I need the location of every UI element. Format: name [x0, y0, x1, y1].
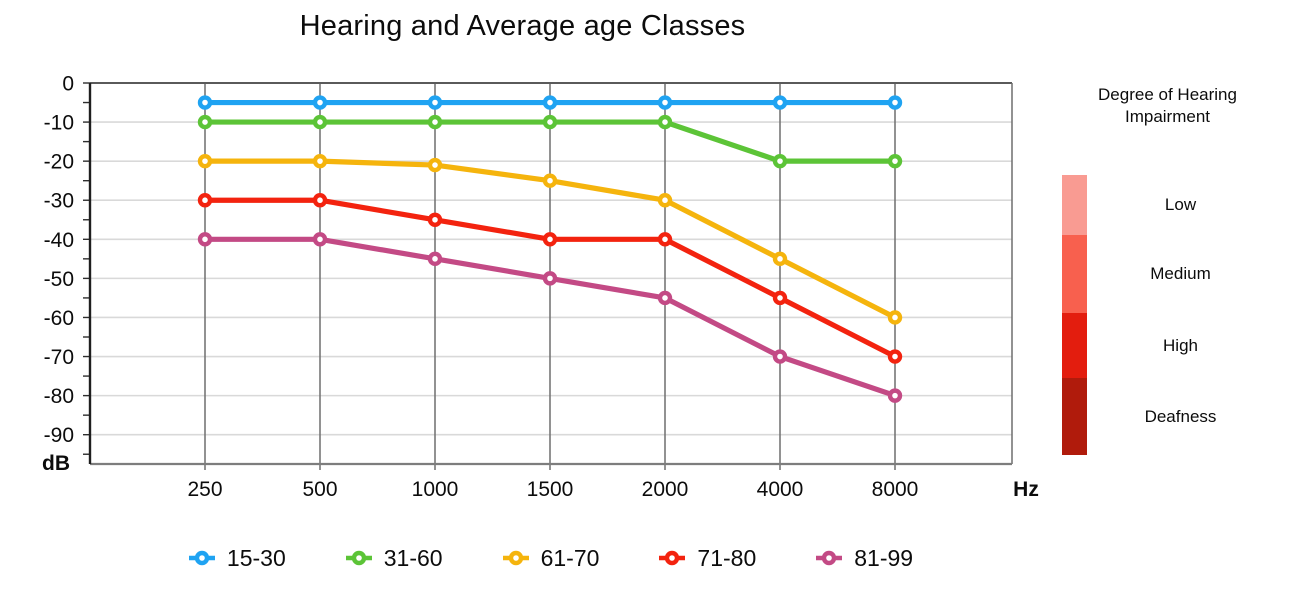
data-point [657, 114, 673, 130]
x-axis-unit: Hz [1013, 478, 1039, 501]
data-point [542, 232, 558, 247]
data-point [542, 173, 558, 188]
legend-label: 71-80 [697, 544, 757, 571]
data-point [427, 157, 443, 173]
legend-label: 15-30 [226, 544, 286, 571]
data-point [887, 349, 903, 364]
impairment-label: High [1163, 335, 1198, 355]
series-15-30 [197, 95, 903, 110]
impairment-swatch-medium [1062, 235, 1087, 313]
data-point [197, 153, 213, 169]
data-point [197, 232, 213, 247]
line-marker-icon [659, 550, 686, 566]
x-tick-label: 1500 [527, 478, 574, 501]
data-point [887, 153, 903, 169]
y-tick-label: -30 [44, 190, 74, 213]
impairment-title-line1: Degree of Hearing [1098, 85, 1237, 104]
line-marker-icon [188, 550, 215, 566]
data-point [657, 193, 673, 208]
impairment-row-high: High [1062, 313, 1274, 378]
data-point [772, 251, 788, 267]
impairment-label: Medium [1150, 264, 1211, 283]
data-point [197, 193, 213, 208]
impairment-swatch-deafness [1062, 378, 1087, 455]
legend-item-31-60: 31-60 [345, 544, 443, 572]
line-marker-icon [345, 550, 372, 566]
y-tick-label: -40 [44, 229, 74, 252]
legend-label: 61-70 [540, 544, 600, 571]
impairment-row-low: Low [1062, 175, 1274, 235]
line-marker-icon [502, 550, 529, 566]
data-point [657, 95, 673, 110]
data-point [542, 114, 558, 130]
data-point [542, 271, 558, 286]
x-tick-label: 500 [302, 478, 337, 501]
series-71-80 [197, 193, 903, 364]
data-point [772, 153, 788, 169]
data-point [312, 232, 328, 247]
age-class-legend: 15-30 31-60 61-70 71-80 81-99 [90, 538, 1012, 578]
x-tick-label: 250 [187, 478, 222, 501]
data-point [427, 212, 443, 227]
data-point [887, 388, 903, 403]
legend-item-71-80: 71-80 [659, 545, 756, 572]
data-point [542, 95, 558, 110]
series-61-70 [197, 153, 903, 325]
data-point [197, 114, 213, 130]
chart-title: Hearing and Average age Classes [299, 10, 746, 42]
y-tick-label: -60 [44, 307, 74, 330]
data-point [312, 95, 328, 110]
impairment-row-deafness: Deafness [1062, 378, 1274, 455]
data-point [312, 114, 328, 130]
x-tick-label: 2000 [642, 478, 689, 501]
y-tick-label: -50 [44, 268, 74, 291]
x-tick-label: 8000 [872, 478, 919, 501]
impairment-swatch-low [1062, 175, 1087, 235]
data-point [427, 114, 443, 130]
impairment-label: Deafness [1144, 406, 1217, 426]
y-tick-label: -10 [44, 112, 74, 135]
y-tick-label: -90 [44, 424, 74, 447]
legend-label: 31-60 [383, 544, 443, 571]
data-point [427, 251, 443, 267]
data-point [772, 95, 788, 110]
y-tick-label: -80 [44, 385, 74, 408]
series-31-60 [197, 114, 903, 169]
legend-item-61-70: 61-70 [502, 544, 600, 572]
data-point [772, 349, 788, 364]
line-marker-icon [816, 550, 843, 566]
impairment-swatch-high [1062, 313, 1087, 378]
data-point [197, 95, 213, 110]
impairment-label: Low [1164, 195, 1197, 214]
data-point [887, 95, 903, 110]
impairment-legend: Degree of Hearing Impairment Low Medium … [1045, 0, 1290, 614]
legend-item-15-30: 15-30 [188, 544, 286, 572]
y-tick-label: 0 [62, 73, 74, 96]
axis-labels: 0 -10 -20 -30 -40 -50 -60 -70 -80 -90 dB 250 500 1000… [42, 73, 1039, 502]
data-point [312, 153, 328, 169]
data-point [772, 290, 788, 306]
hearing-chart: 0 -10 -20 -30 -40 -50 -60 -70 -80 -90 dB 250 500 1000… [42, 73, 1039, 502]
y-axis-unit: dB [42, 452, 70, 475]
data-point [427, 95, 443, 110]
y-tick-label: -70 [44, 346, 74, 369]
impairment-scale: Low Medium High Deafness [1062, 175, 1274, 455]
data-point [312, 193, 328, 208]
data-point [657, 232, 673, 247]
data-point [887, 310, 903, 325]
data-point [657, 290, 673, 306]
impairment-title-line2: Impairment [1124, 107, 1211, 126]
series-81-99 [197, 232, 903, 403]
impairment-legend-title: Degree of Hearing Impairment [1045, 84, 1290, 128]
impairment-row-medium: Medium [1062, 235, 1274, 313]
legend-label: 81-99 [854, 544, 914, 571]
x-tick-label: 1000 [412, 478, 459, 501]
axes [83, 82, 1013, 466]
y-tick-label: -20 [44, 151, 74, 174]
legend-item-81-99: 81-99 [816, 545, 913, 572]
x-tick-label: 4000 [757, 478, 804, 501]
